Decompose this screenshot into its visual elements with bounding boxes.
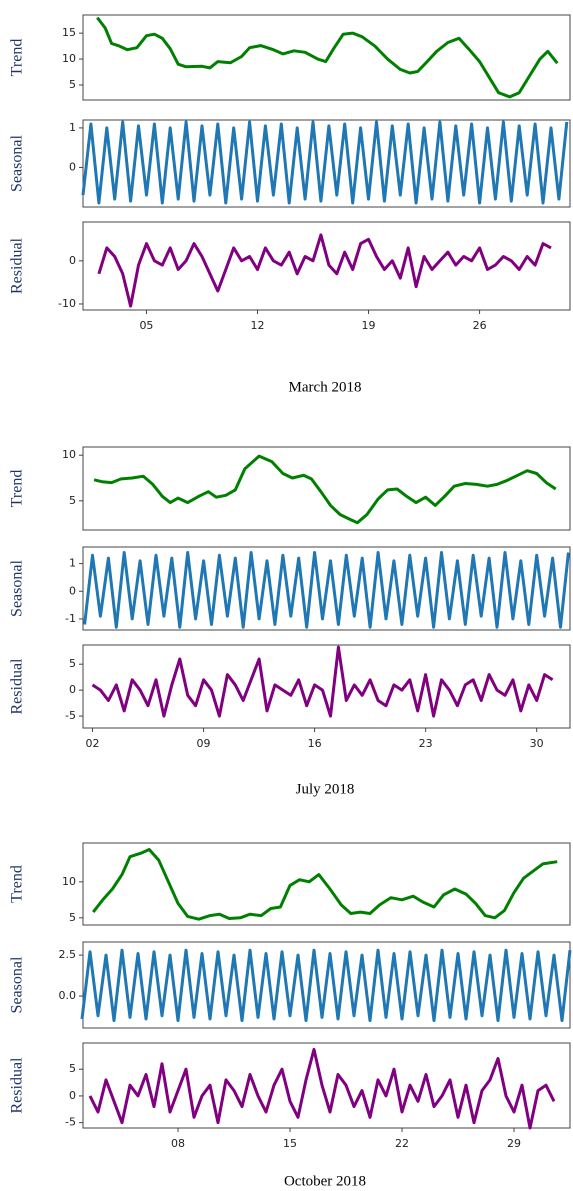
y-tick-label: -5	[65, 1116, 76, 1129]
x-tick-label: 15	[283, 1137, 297, 1150]
y-tick-label: 1	[69, 121, 76, 134]
y-tick-label: 10	[62, 875, 76, 888]
x-tick-label: 26	[473, 319, 487, 332]
y-tick-label: 5	[69, 911, 76, 924]
plot-area	[82, 1042, 571, 1129]
series-line	[83, 551, 570, 629]
series-line	[93, 454, 557, 525]
y-axis-label: Trend	[9, 39, 26, 77]
y-axis-label: Residual	[9, 1057, 26, 1114]
plot-area	[82, 941, 571, 1029]
x-tick-label: 22	[395, 1137, 409, 1150]
y-tick-label: 0	[69, 683, 76, 696]
plot-area	[82, 14, 571, 101]
x-tick-label: 16	[308, 737, 322, 750]
plot-area	[82, 221, 571, 311]
plot-area	[82, 446, 571, 531]
y-tick-label: 1	[69, 557, 76, 570]
x-tick-label: 23	[419, 737, 433, 750]
series-line	[80, 948, 572, 1023]
y-tick-label: 5	[69, 494, 76, 507]
y-tick-label: 0	[69, 584, 76, 597]
y-tick-label: 10	[62, 448, 76, 461]
y-tick-label: 0.0	[59, 989, 77, 1002]
plot-area	[82, 644, 571, 729]
y-tick-label: -5	[65, 709, 76, 722]
series-line	[96, 16, 559, 99]
series-line	[92, 848, 558, 921]
plot-area	[82, 842, 571, 926]
y-tick-label: 0	[69, 254, 76, 267]
y-axis-label: Seasonal	[9, 956, 26, 1013]
caption: October 2018	[284, 1173, 366, 1189]
y-axis-label: Trend	[9, 865, 26, 903]
y-tick-label: -1	[65, 612, 76, 625]
y-tick-label: 10	[62, 52, 76, 65]
y-axis-label: Seasonal	[9, 560, 26, 617]
y-tick-label: 0	[69, 160, 76, 173]
caption: March 2018	[289, 379, 362, 395]
plot-area	[82, 119, 571, 208]
y-tick-label: 5	[69, 657, 76, 670]
x-tick-label: 05	[139, 319, 153, 332]
y-tick-label: 5	[69, 78, 76, 91]
y-axis-label: Trend	[9, 470, 26, 508]
y-tick-label: -10	[58, 297, 76, 310]
y-axis-label: Seasonal	[9, 135, 26, 192]
y-tick-label: 15	[62, 26, 76, 39]
series-line	[88, 1047, 556, 1130]
x-tick-label: 29	[507, 1137, 521, 1150]
y-tick-label: 5	[69, 1062, 76, 1075]
y-tick-label: 0	[69, 1089, 76, 1102]
caption: July 2018	[296, 781, 355, 797]
y-tick-label: 2.5	[59, 948, 77, 961]
x-tick-label: 19	[362, 319, 376, 332]
series-line	[97, 233, 552, 308]
y-axis-label: Residual	[9, 237, 26, 294]
plot-area	[82, 546, 571, 631]
x-tick-label: 02	[86, 737, 100, 750]
x-tick-label: 08	[171, 1137, 185, 1150]
series-line	[91, 645, 554, 718]
y-axis-label: Residual	[9, 658, 26, 715]
x-tick-label: 30	[530, 737, 544, 750]
x-tick-label: 09	[197, 737, 211, 750]
series-line	[81, 120, 569, 205]
x-tick-label: 12	[250, 319, 264, 332]
